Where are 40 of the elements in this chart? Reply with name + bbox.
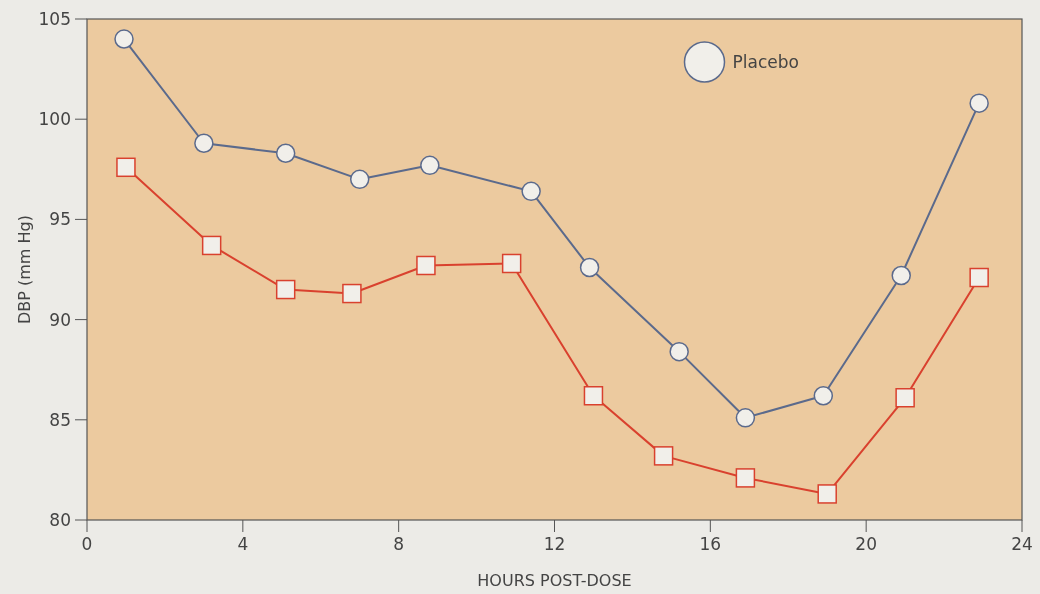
point	[349, 169, 370, 190]
point	[275, 143, 296, 164]
y-axis-title: DBP (mm Hg)	[15, 215, 34, 324]
x-tick-label: 4	[237, 534, 249, 554]
y-tick-label: 100	[38, 109, 71, 130]
point	[116, 157, 136, 178]
x-tick-label: 8	[393, 534, 405, 554]
point	[969, 267, 989, 288]
point	[895, 388, 915, 408]
x-axis-title: HOURS POST-DOSE	[477, 571, 632, 590]
point	[891, 265, 911, 286]
y-tick-label: 95	[49, 209, 71, 230]
x-tick-label: 0	[81, 534, 93, 554]
point	[416, 255, 436, 276]
point	[201, 235, 222, 256]
point	[583, 386, 604, 406]
point	[114, 29, 134, 49]
point	[342, 283, 362, 304]
point	[521, 181, 541, 202]
point	[501, 253, 522, 274]
point	[653, 446, 674, 466]
legend-label: Placebo	[732, 51, 799, 72]
point	[194, 133, 214, 153]
x-tick-label: 16	[699, 534, 722, 554]
point	[420, 155, 440, 176]
point	[817, 484, 837, 504]
y-tick-label: 90	[49, 309, 71, 330]
y-tick-label: 105	[38, 8, 71, 29]
x-tick-label: 24	[1011, 534, 1033, 554]
point	[735, 408, 756, 428]
y-tick-label: 85	[49, 409, 71, 430]
x-tick-label: 12	[543, 534, 566, 554]
point	[669, 341, 689, 362]
point	[579, 257, 600, 278]
point	[969, 93, 989, 113]
x-tick-label: 20	[855, 534, 877, 554]
point	[275, 279, 296, 300]
point	[735, 468, 756, 488]
point	[813, 386, 834, 406]
y-tick-label: 80	[49, 509, 71, 530]
